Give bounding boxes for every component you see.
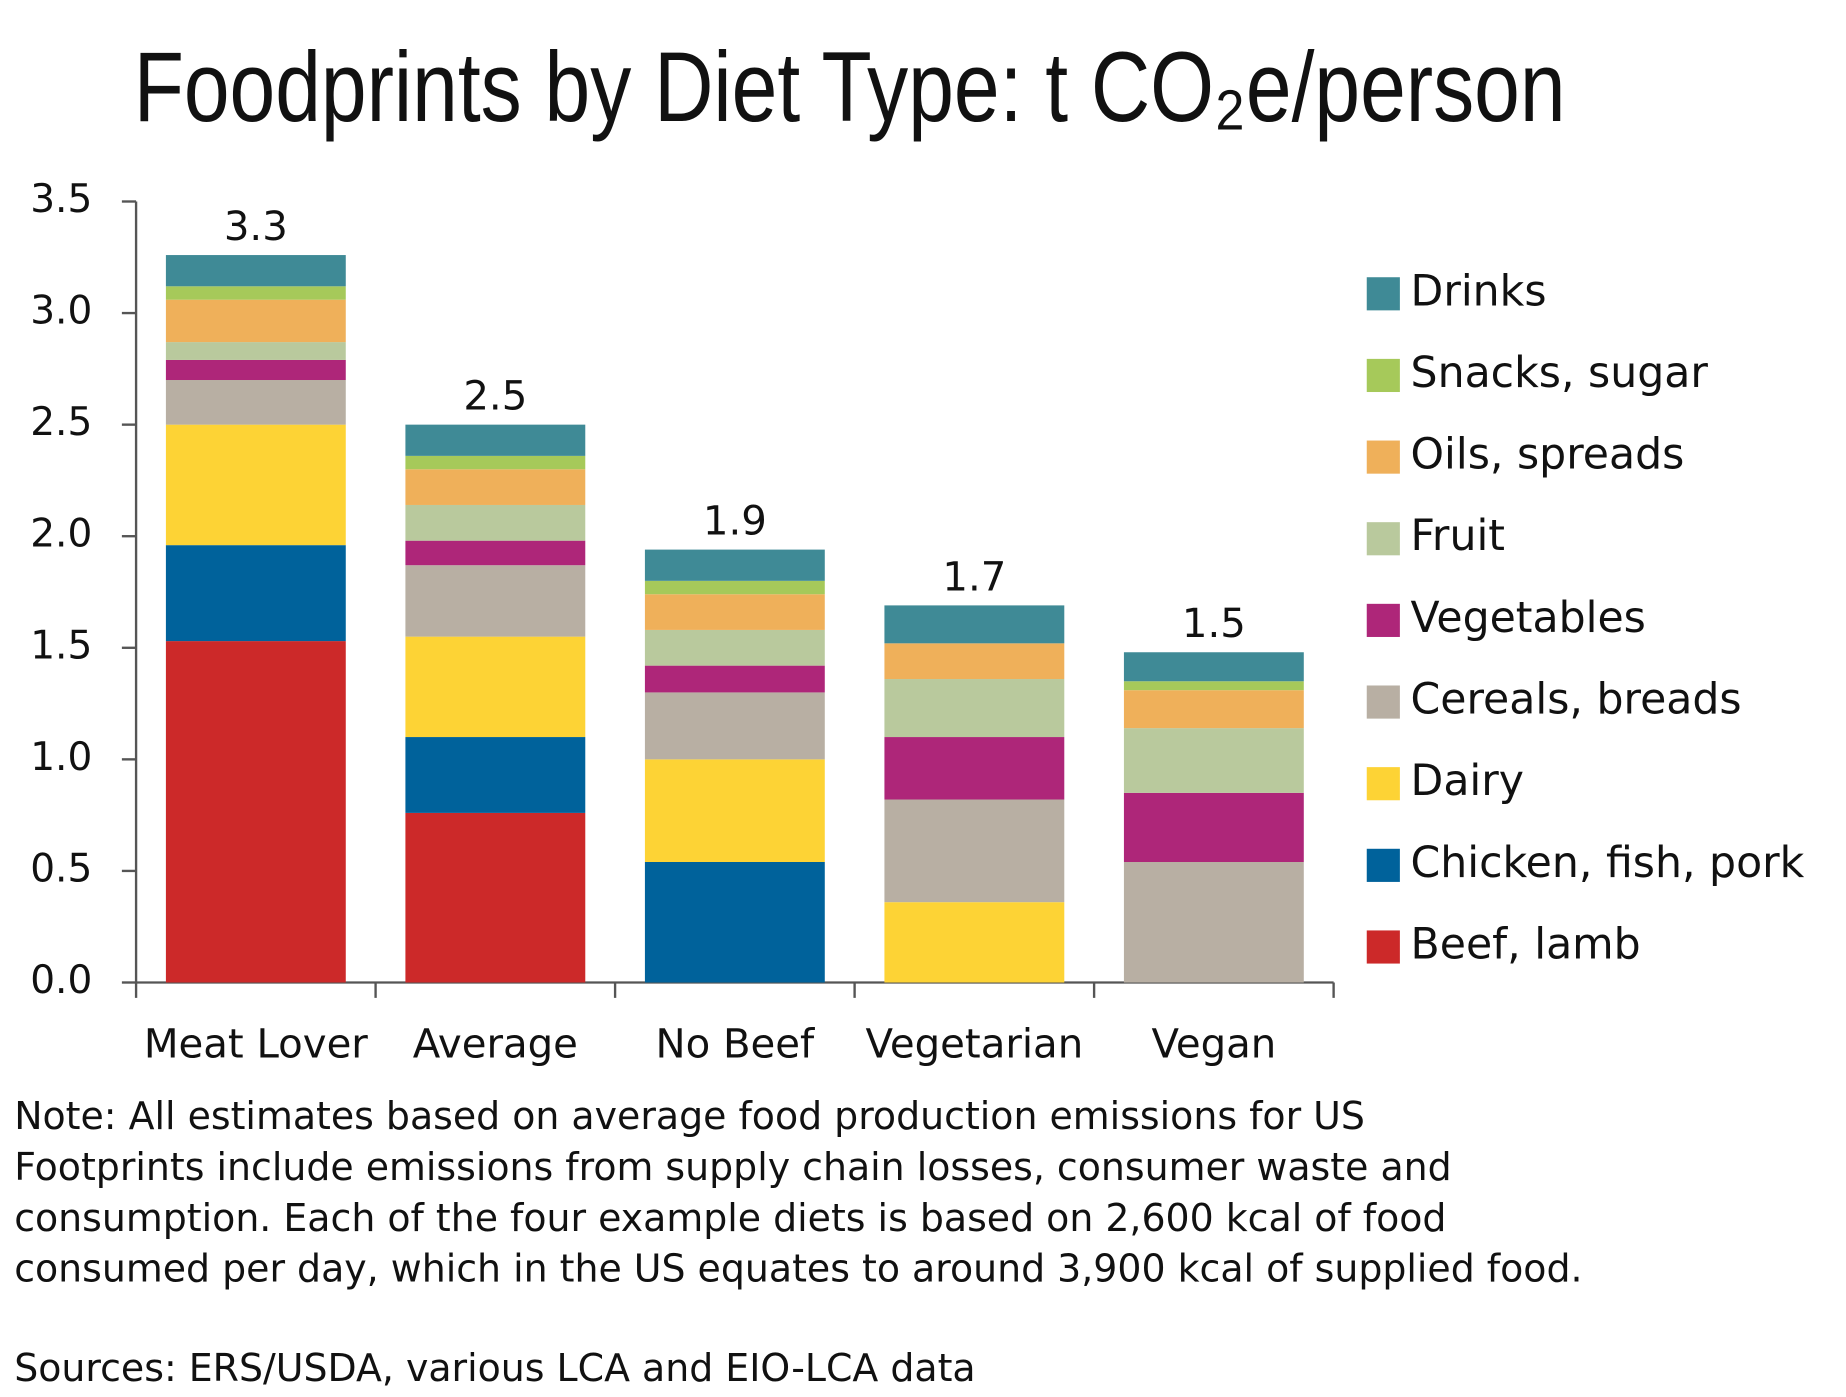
legend-label: Chicken, fish, pork	[1411, 838, 1805, 888]
legend-swatch	[1366, 848, 1400, 882]
bar-segment	[1123, 681, 1304, 691]
y-tick-label: 2.5	[30, 400, 92, 445]
legend-swatch	[1366, 603, 1400, 637]
bar-segment	[165, 380, 346, 425]
bar-segment	[405, 424, 586, 456]
bar-segment	[405, 469, 586, 505]
y-tick-label: 2.0	[30, 512, 92, 557]
bar-segment	[1123, 728, 1304, 793]
bar-segment	[884, 643, 1065, 680]
bar-segment	[884, 605, 1065, 644]
note-line: Footprints include emissions from supply…	[14, 1145, 1452, 1189]
bar-segment	[405, 504, 586, 541]
bar-segment	[884, 799, 1065, 903]
bar-segment	[165, 424, 346, 546]
bar-segment	[165, 545, 346, 642]
bar-segment	[165, 359, 346, 381]
legend-label: Dairy	[1411, 756, 1524, 806]
bar-segment	[1123, 652, 1304, 682]
note-line: Note: All estimates based on average foo…	[14, 1094, 1365, 1138]
bar-segment	[884, 679, 1065, 738]
bar-segment	[884, 902, 1065, 983]
bar-segment	[405, 737, 586, 813]
total-label: 3.3	[224, 204, 288, 250]
legend-label: Snacks, sugar	[1411, 348, 1709, 398]
legend-swatch	[1366, 522, 1400, 556]
bar-segment	[405, 636, 586, 738]
bar-segment	[405, 540, 586, 566]
legend-swatch	[1366, 440, 1400, 474]
x-tick-label: No Beef	[655, 1021, 815, 1067]
y-tick-label: 0.0	[30, 958, 92, 1003]
legend-swatch	[1366, 358, 1400, 393]
x-tick-label: Meat Lover	[144, 1021, 368, 1067]
bar-segment	[165, 299, 346, 343]
y-tick-label: 1.0	[30, 735, 92, 780]
y-tick-label: 3.0	[30, 289, 92, 334]
x-tick-label: Average	[413, 1021, 578, 1067]
bar-segment	[644, 580, 825, 595]
legend-label: Oils, spreads	[1411, 430, 1685, 480]
y-tick-label: 0.5	[30, 846, 92, 891]
bar-segment	[644, 549, 825, 581]
legend-label: Fruit	[1411, 511, 1505, 561]
bar-segment	[165, 641, 346, 983]
total-label: 2.5	[463, 374, 527, 420]
bar-segment	[405, 455, 586, 470]
y-tick-label: 3.5	[30, 177, 92, 222]
note-line: consumption. Each of the four example di…	[14, 1196, 1446, 1240]
bar-segment	[165, 342, 346, 360]
bar-segment	[405, 812, 586, 983]
legend-swatch	[1366, 930, 1400, 964]
chart-title: Foodprints by Diet Type: t CO₂e/person	[134, 32, 1566, 143]
bar-segment	[644, 759, 825, 863]
total-label: 1.7	[942, 554, 1006, 600]
legend-swatch	[1366, 767, 1400, 801]
bar-segment	[644, 862, 825, 983]
total-label: 1.9	[703, 499, 767, 545]
bar-segment	[1123, 862, 1304, 983]
bar-segment	[644, 629, 825, 666]
bar-segment	[884, 737, 1065, 800]
bar-segment	[644, 665, 825, 693]
bar-segment	[165, 255, 346, 287]
bar-segment	[165, 286, 346, 300]
bar-segment	[405, 565, 586, 637]
legend-label: Cereals, breads	[1411, 675, 1742, 725]
bar-segment	[1123, 690, 1304, 729]
y-tick-label: 1.5	[30, 623, 92, 668]
bar-segment	[644, 692, 825, 760]
legend-swatch	[1366, 685, 1400, 719]
bar-segment	[1123, 792, 1304, 863]
source: Sources: ERS/USDA, various LCA and EIO-L…	[14, 1346, 975, 1390]
legend-label: Vegetables	[1411, 593, 1646, 643]
x-tick-label: Vegetarian	[866, 1021, 1084, 1067]
legend-label: Drinks	[1411, 266, 1547, 316]
bar-segment	[644, 594, 825, 630]
legend-swatch	[1366, 277, 1400, 311]
x-tick-label: Vegan	[1151, 1021, 1276, 1067]
legend-label: Beef, lamb	[1411, 920, 1641, 970]
total-label: 1.5	[1182, 601, 1246, 647]
note-line: consumed per day, which in the US equate…	[14, 1247, 1582, 1291]
